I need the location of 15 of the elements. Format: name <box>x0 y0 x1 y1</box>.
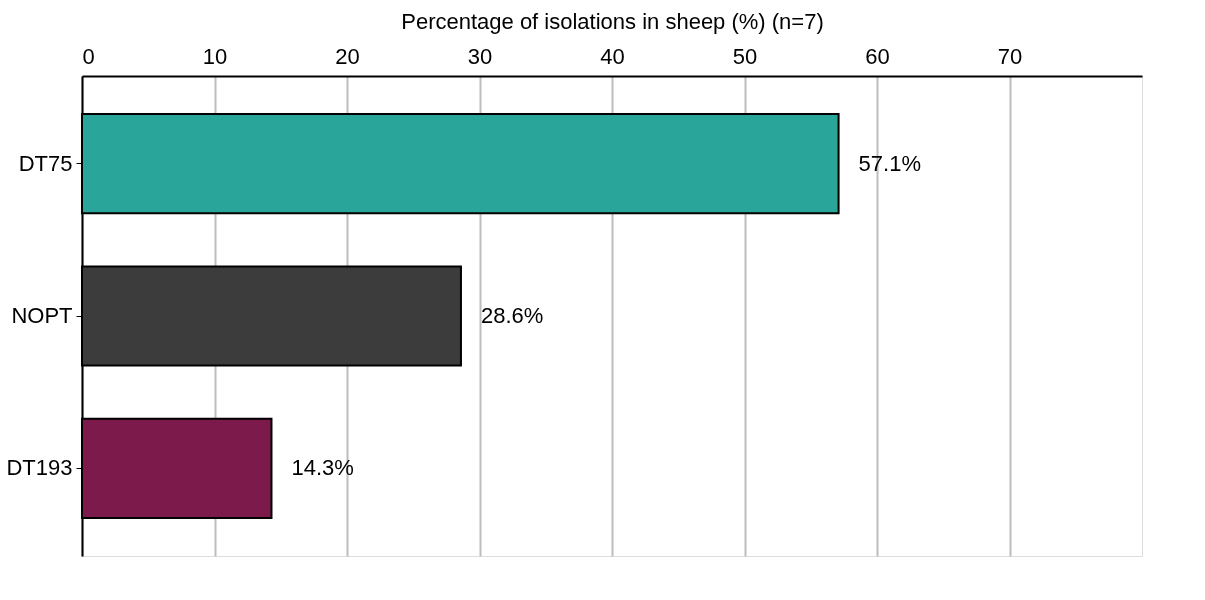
y-tick-label: DT193 <box>6 455 73 481</box>
data-label: 14.3% <box>291 455 354 481</box>
x-tick-label: 70 <box>997 43 1023 69</box>
x-tick-label: 60 <box>865 43 890 69</box>
data-label: 57.1% <box>858 150 921 176</box>
x-tick-label: 40 <box>600 43 625 69</box>
data-label: 28.6% <box>480 303 544 328</box>
x-tick-label: 50 <box>732 43 758 69</box>
x-tick-label: 10 <box>202 43 228 69</box>
x-tick-label: 20 <box>335 43 360 69</box>
x-tick-label: 0 <box>82 43 95 69</box>
y-tick-label: DT75 <box>18 150 73 176</box>
x-axis-title: Percentage of isolations in sheep (%) (n=7) <box>401 8 824 34</box>
x-tick-label: 30 <box>467 43 493 69</box>
y-tick-label: NOPT <box>11 303 73 328</box>
